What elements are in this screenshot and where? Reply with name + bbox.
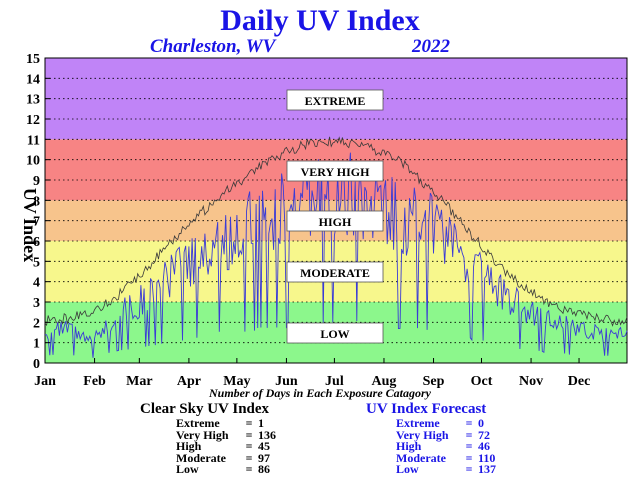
forecast-row-eq: = <box>465 439 473 453</box>
clear-sky-row-value: 1 <box>258 416 264 430</box>
y-tick-label: 1 <box>33 337 40 352</box>
y-tick-label: 4 <box>33 276 40 291</box>
clear-sky-row-label: Very High <box>176 427 229 442</box>
x-tick-label: Sep <box>423 374 445 389</box>
x-tick-label: Feb <box>83 374 106 389</box>
forecast-row-value: 72 <box>478 427 490 442</box>
forecast-row-label: Very High <box>396 427 449 442</box>
clear-sky-row-value: 136 <box>258 427 276 442</box>
y-tick-label: 11 <box>27 133 40 148</box>
clear-sky-row-eq: = <box>245 416 253 430</box>
x-tick-label: Jul <box>325 374 344 389</box>
y-tick-label: 7 <box>33 215 40 230</box>
clear-sky-row-eq: = <box>245 450 253 465</box>
forecast-row: High = 46 <box>396 439 566 453</box>
forecast-summary-title: UV Index Forecast <box>366 401 487 417</box>
y-tick-label: 6 <box>33 235 40 250</box>
clear-sky-row-value: 45 <box>258 439 270 453</box>
y-tick-label: 3 <box>33 296 40 311</box>
x-tick-label: Jan <box>34 374 56 389</box>
y-tick-label: 13 <box>26 93 40 108</box>
forecast-row-eq: = <box>465 462 473 476</box>
band-label-text: MODERATE <box>300 266 370 280</box>
y-tick-label: 0 <box>33 357 40 372</box>
clear-sky-row: Moderate = 97 <box>176 450 340 465</box>
band-label-text: EXTREME <box>305 94 366 108</box>
forecast-rows: Extreme = 0 Very High = 72 High = 46 Moderate = 110… <box>396 416 566 476</box>
y-tick-label: 8 <box>33 194 40 209</box>
band-label-box <box>286 322 384 344</box>
clear-sky-row-label: Low <box>176 462 199 476</box>
x-tick-label: May <box>223 374 250 389</box>
forecast-row-label: Moderate <box>396 450 446 465</box>
y-tick-label: 9 <box>33 174 40 189</box>
band-label-box <box>286 210 384 232</box>
band-label-text: HIGH <box>319 215 352 229</box>
clear-sky-row-eq: = <box>245 439 253 453</box>
x-tick-label: Aug <box>372 374 397 389</box>
band-label-box <box>286 160 384 182</box>
forecast-row-value: 46 <box>478 439 490 453</box>
plot-frame <box>44 57 628 364</box>
forecast-row: Moderate = 110 <box>396 450 566 465</box>
forecast-row-value: 0 <box>478 416 484 430</box>
forecast-row-value: 110 <box>478 450 496 465</box>
x-tick-label: Apr <box>177 374 201 389</box>
clear-sky-row: High = 45 <box>176 439 340 453</box>
band-label-box <box>286 261 384 283</box>
x-tick-label: Dec <box>568 374 591 389</box>
y-tick-label: 2 <box>33 316 40 331</box>
clear-sky-row-eq: = <box>245 462 253 476</box>
y-tick-label: 5 <box>33 255 40 270</box>
y-tick-label: 15 <box>26 52 40 67</box>
exposure-caption: Number of Days in Each Exposure Catagory <box>208 386 432 400</box>
chart-title: Daily UV Index <box>220 4 420 37</box>
clear-sky-row-label: Moderate <box>176 450 226 465</box>
x-tick-label: Oct <box>471 374 493 389</box>
forecast-row-eq: = <box>465 427 473 442</box>
forecast-row: Extreme = 0 <box>396 416 566 430</box>
clear-sky-row: Extreme = 1 <box>176 416 340 430</box>
clear-sky-row: Low = 86 <box>176 462 340 476</box>
clear-sky-summary-title: Clear Sky UV Index <box>140 401 270 417</box>
x-tick-label: Jun <box>275 374 298 389</box>
forecast-row-label: Low <box>396 462 419 476</box>
forecast-row-label: Extreme <box>396 416 440 430</box>
clear-sky-summary: Clear Sky UV Index Extreme = 1 Very High = 13… <box>140 401 340 476</box>
band-label-box <box>286 89 384 111</box>
year-label: 2022 <box>412 36 450 57</box>
clear-sky-row: Very High = 136 <box>176 427 340 442</box>
clear-sky-row-value: 97 <box>258 450 270 465</box>
y-tick-label: 14 <box>26 72 40 87</box>
forecast-row: Very High = 72 <box>396 427 566 442</box>
forecast-row-eq: = <box>465 450 473 465</box>
x-tick-label: Nov <box>519 374 543 389</box>
forecast-row-eq: = <box>465 416 473 430</box>
clear-sky-row-value: 86 <box>258 462 270 476</box>
band-label-text: VERY HIGH <box>301 165 370 179</box>
y-axis-label: UV Index <box>20 188 40 262</box>
y-tick-label: 10 <box>26 154 40 169</box>
forecast-row-value: 137 <box>478 462 496 476</box>
clear-sky-row-label: Extreme <box>176 416 220 430</box>
clear-sky-row-eq: = <box>245 427 253 442</box>
clear-sky-rows: Extreme = 1 Very High = 136 High = 45 Moderate = 97… <box>176 416 340 476</box>
clear-sky-series-line <box>44 136 628 327</box>
forecast-summary: UV Index Forecast Extreme = 0 Very High = 72 H… <box>366 401 566 476</box>
forecast-row-label: High <box>396 439 422 453</box>
x-tick-label: Mar <box>126 374 152 389</box>
y-tick-label: 12 <box>26 113 40 128</box>
band-label-text: LOW <box>320 327 349 341</box>
clear-sky-row-label: High <box>176 439 202 453</box>
forecast-row: Low = 137 <box>396 462 566 476</box>
location-label: Charleston, WV <box>150 36 276 57</box>
